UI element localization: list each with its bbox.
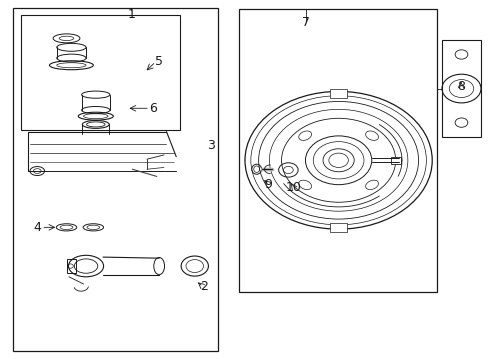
Bar	[390, 157, 400, 164]
Bar	[66, 259, 76, 273]
Text: 2: 2	[200, 280, 208, 293]
Text: 10: 10	[285, 181, 301, 194]
Text: 4: 4	[34, 221, 41, 234]
Bar	[329, 223, 346, 231]
Text: 6: 6	[149, 102, 157, 115]
Bar	[441, 40, 480, 137]
Text: 8: 8	[456, 80, 464, 93]
Text: 5: 5	[155, 55, 163, 68]
Bar	[13, 8, 217, 351]
Text: 3: 3	[207, 139, 215, 152]
Bar	[238, 9, 436, 292]
Text: 7: 7	[302, 17, 310, 30]
Text: 9: 9	[264, 178, 271, 191]
Bar	[329, 89, 346, 98]
Bar	[21, 15, 180, 130]
Text: 1: 1	[127, 8, 135, 21]
